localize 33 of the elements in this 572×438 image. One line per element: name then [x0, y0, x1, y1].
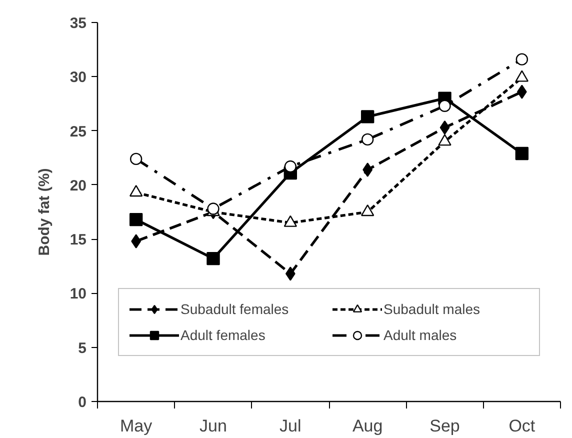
- y-axis-title: Body fat (%): [36, 168, 53, 256]
- point: [516, 53, 528, 66]
- y-tick-label: 30: [70, 69, 87, 86]
- point: [438, 100, 451, 112]
- legend-label: Adult females: [180, 327, 266, 343]
- point: [440, 120, 450, 135]
- point: [361, 133, 374, 146]
- y-tick-label: 35: [70, 15, 87, 32]
- y-tick-label: 5: [78, 340, 86, 357]
- point: [285, 266, 296, 281]
- point: [131, 234, 142, 248]
- point: [515, 146, 529, 160]
- x-tick-label: May: [120, 416, 153, 436]
- point: [516, 84, 527, 99]
- legend-label: Subadult females: [180, 301, 290, 317]
- y-tick-label: 20: [70, 177, 87, 194]
- point: [206, 252, 220, 266]
- x-tick-label: Jul: [280, 416, 302, 436]
- legend-label: Adult males: [384, 327, 458, 343]
- y-tick-label: 10: [70, 286, 87, 303]
- y-tick-label: 25: [70, 123, 87, 140]
- legend-label: Subadult males: [384, 301, 482, 317]
- point: [362, 162, 373, 177]
- x-tick-label: Aug: [352, 416, 383, 436]
- x-tick-label: Sep: [430, 416, 460, 436]
- point: [130, 152, 142, 166]
- x-tick-label: Oct: [508, 416, 536, 436]
- y-tick-label: 15: [70, 232, 87, 249]
- point: [129, 212, 143, 226]
- x-tick-label: Jun: [200, 416, 227, 436]
- point: [360, 110, 374, 124]
- y-tick-label: 0: [78, 394, 86, 411]
- point: [284, 160, 297, 173]
